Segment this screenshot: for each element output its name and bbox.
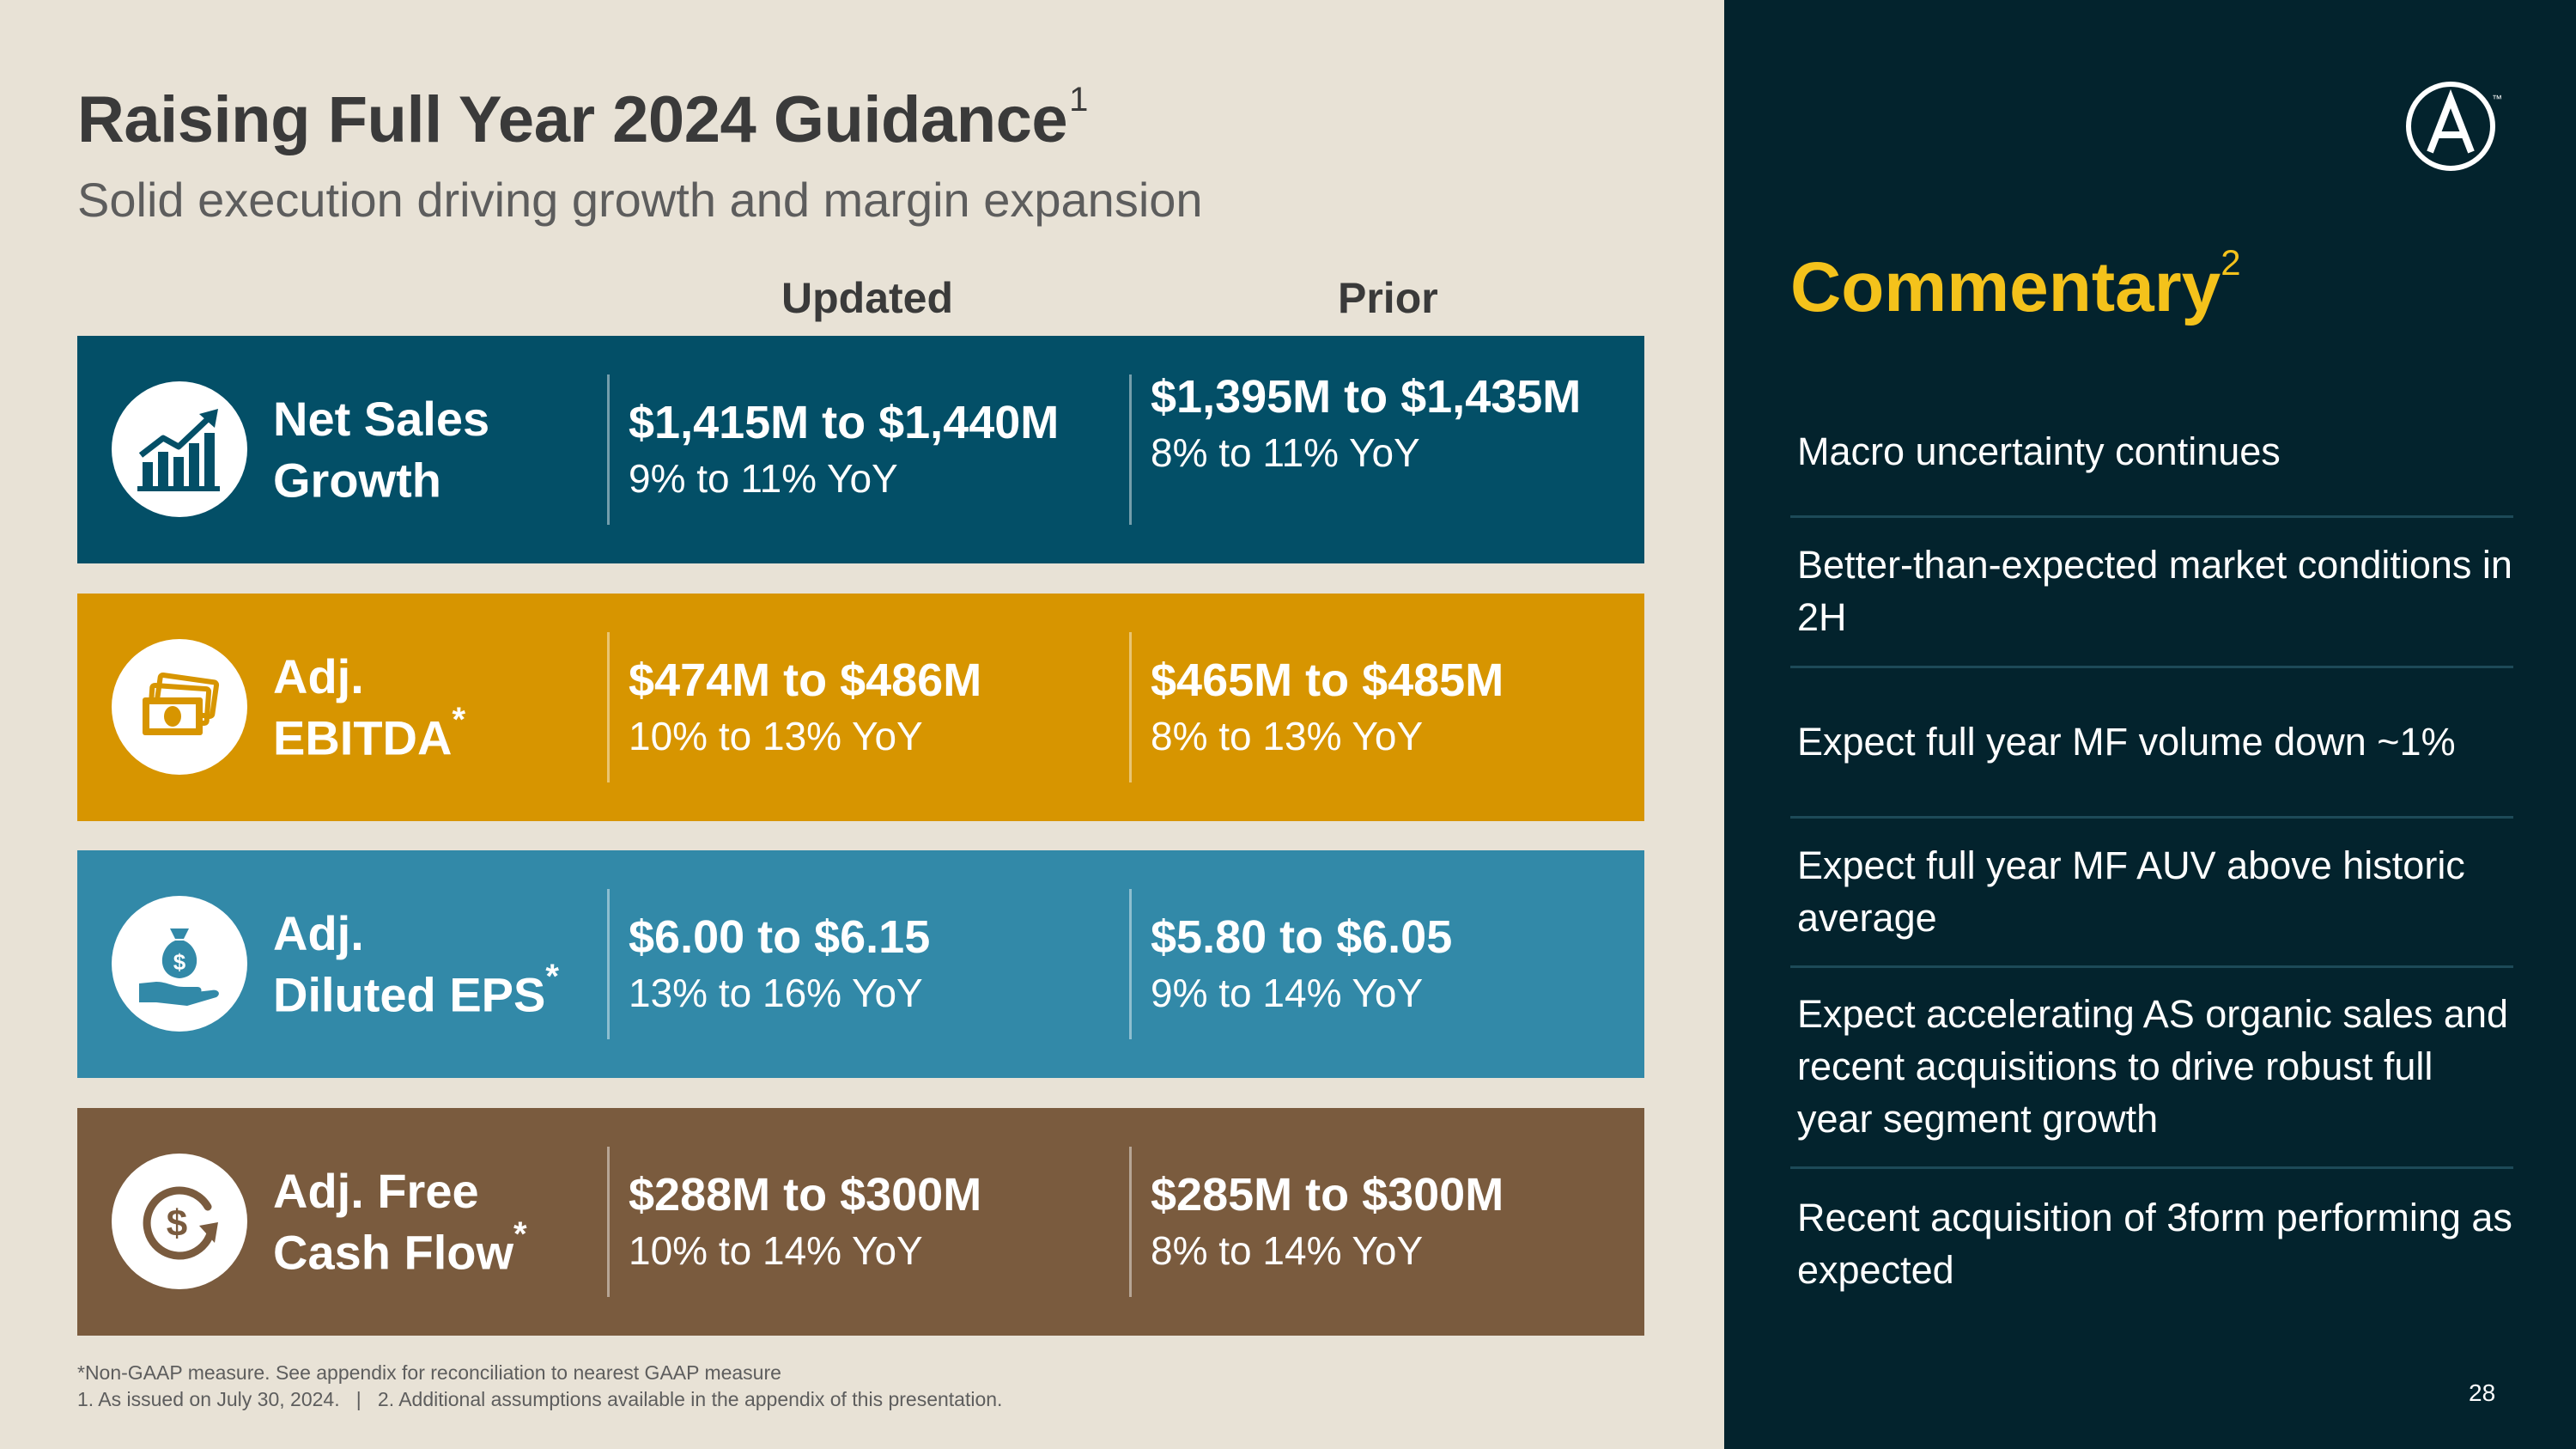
updated-cell: $474M to $486M 10% to 13% YoY bbox=[629, 594, 981, 821]
commentary-item: Expect accelerating AS organic sales and… bbox=[1790, 968, 2513, 1169]
prior-range: $465M to $485M bbox=[1151, 654, 1504, 706]
column-header-updated: Updated bbox=[781, 274, 953, 322]
commentary-panel bbox=[1724, 0, 2576, 1449]
prior-cell: $285M to $300M 8% to 14% YoY bbox=[1151, 1108, 1504, 1336]
prior-yoy: 8% to 11% YoY bbox=[1151, 430, 1420, 476]
updated-yoy: 9% to 11% YoY bbox=[629, 456, 898, 502]
guidance-row-adj-diluted-eps: $ Adj. Diluted EPS* $6.00 to $6.15 13% t… bbox=[77, 850, 1644, 1078]
row-label: Adj. Diluted EPS* bbox=[273, 906, 559, 1022]
left-panel: Raising Full Year 2024 Guidance1 Solid e… bbox=[77, 80, 1644, 1410]
title-footnote-mark: 1 bbox=[1069, 80, 1088, 119]
prior-yoy: 8% to 13% YoY bbox=[1151, 714, 1424, 759]
updated-range: $1,415M to $1,440M bbox=[629, 396, 1060, 448]
column-divider bbox=[607, 374, 610, 525]
armstrong-logo-icon bbox=[2406, 82, 2495, 171]
commentary-item: Expect full year MF AUV above historic a… bbox=[1790, 819, 2513, 968]
column-divider bbox=[1129, 632, 1132, 782]
updated-yoy: 10% to 14% YoY bbox=[629, 1228, 923, 1274]
page-number: 28 bbox=[2469, 1379, 2496, 1406]
column-divider bbox=[1129, 374, 1132, 525]
updated-range: $474M to $486M bbox=[629, 654, 982, 706]
row-label: Adj. Free Cash Flow* bbox=[273, 1164, 527, 1280]
prior-cell: $1,395M to $1,435M 8% to 11% YoY bbox=[1151, 310, 1581, 538]
commentary-item: Macro uncertainty continues bbox=[1790, 388, 2513, 518]
updated-range: $6.00 to $6.15 bbox=[629, 910, 931, 963]
commentary-title: Commentary2 bbox=[1790, 241, 2241, 326]
column-divider bbox=[607, 1147, 610, 1297]
prior-cell: $465M to $485M 8% to 13% YoY bbox=[1151, 594, 1504, 821]
updated-yoy: 10% to 13% YoY bbox=[629, 714, 923, 759]
column-divider bbox=[1129, 1147, 1132, 1297]
svg-text:$: $ bbox=[173, 949, 186, 975]
updated-cell: $6.00 to $6.15 13% to 16% YoY bbox=[629, 850, 930, 1078]
commentary-item: Expect full year MF volume down ~1% bbox=[1790, 668, 2513, 819]
row-label: Adj. EBITDA* bbox=[273, 649, 466, 765]
trademark-mark: ™ bbox=[2492, 93, 2502, 105]
guidance-row-adj-ebitda: Adj. EBITDA* $474M to $486M 10% to 13% Y… bbox=[77, 594, 1644, 821]
prior-yoy: 8% to 14% YoY bbox=[1151, 1228, 1424, 1274]
column-divider bbox=[1129, 889, 1132, 1039]
prior-range: $285M to $300M bbox=[1151, 1168, 1504, 1221]
growth-chart-icon bbox=[112, 381, 247, 517]
column-divider bbox=[607, 889, 610, 1039]
money-bag-hand-icon: $ bbox=[112, 896, 247, 1032]
prior-range: $1,395M to $1,435M bbox=[1151, 370, 1582, 423]
updated-yoy: 13% to 16% YoY bbox=[629, 971, 923, 1016]
cash-cycle-icon: $ bbox=[112, 1154, 247, 1289]
footnote-non-gaap: *Non-GAAP measure. See appendix for reco… bbox=[77, 1361, 781, 1384]
updated-cell: $288M to $300M 10% to 14% YoY bbox=[629, 1108, 981, 1336]
guidance-row-net-sales: Net Sales Growth $1,415M to $1,440M 9% t… bbox=[77, 336, 1644, 563]
column-header-prior: Prior bbox=[1338, 274, 1438, 322]
svg-text:$: $ bbox=[167, 1202, 187, 1245]
prior-range: $5.80 to $6.05 bbox=[1151, 910, 1453, 963]
updated-cell: $1,415M to $1,440M 9% to 11% YoY bbox=[629, 336, 1059, 563]
prior-cell: $5.80 to $6.05 9% to 14% YoY bbox=[1151, 850, 1452, 1078]
commentary-item: Better-than-expected market conditions i… bbox=[1790, 518, 2513, 668]
guidance-row-adj-free-cash-flow: $ Adj. Free Cash Flow* $288M to $300M 10… bbox=[77, 1108, 1644, 1336]
updated-range: $288M to $300M bbox=[629, 1168, 982, 1221]
commentary-footnote-mark: 2 bbox=[2221, 241, 2241, 283]
page-title: Raising Full Year 2024 Guidance1 bbox=[77, 80, 1088, 156]
row-label: Net Sales Growth bbox=[273, 392, 490, 508]
prior-yoy: 9% to 14% YoY bbox=[1151, 971, 1424, 1016]
footnote-sources: 1. As issued on July 30, 2024. | 2. Addi… bbox=[77, 1388, 1003, 1410]
commentary-item: Recent acquisition of 3form performing a… bbox=[1797, 1195, 2512, 1292]
money-stack-icon bbox=[112, 639, 247, 775]
column-divider bbox=[607, 632, 610, 782]
page-subtitle: Solid execution driving growth and margi… bbox=[77, 173, 1203, 227]
